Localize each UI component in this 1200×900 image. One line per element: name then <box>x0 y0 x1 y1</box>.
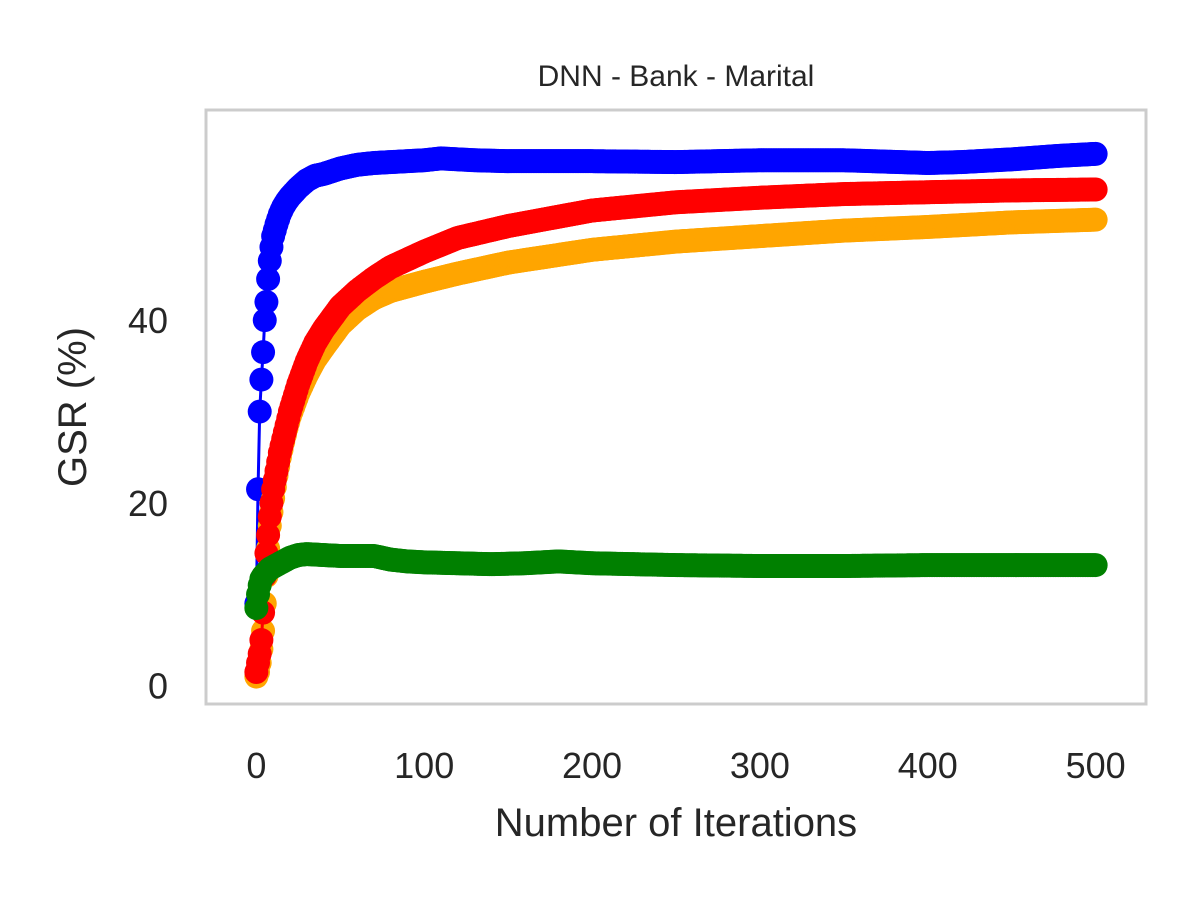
data-point <box>1083 207 1108 232</box>
x-axis-label: Number of Iterations <box>495 801 857 845</box>
y-tick-label: 0 <box>148 666 168 707</box>
series-0 <box>244 141 1108 616</box>
data-point <box>1083 553 1108 578</box>
x-tick-label: 500 <box>1066 745 1126 786</box>
data-point <box>256 522 281 547</box>
series-1 <box>244 207 1108 689</box>
y-tick-label: 20 <box>128 483 168 524</box>
data-point <box>247 399 272 424</box>
data-point <box>254 289 279 314</box>
x-tick-label: 300 <box>730 745 790 786</box>
x-tick-labels: 0 100 200 300 400 500 <box>246 745 1125 786</box>
x-tick-label: 200 <box>562 745 622 786</box>
y-tick-labels: 0 20 40 <box>128 300 168 707</box>
y-axis-label: GSR (%) <box>51 327 95 487</box>
series-2 <box>244 177 1108 685</box>
data-point <box>252 308 277 333</box>
data-point <box>1083 177 1108 202</box>
x-tick-label: 400 <box>898 745 958 786</box>
data-point <box>1083 141 1108 166</box>
data-point <box>249 628 274 653</box>
x-tick-label: 0 <box>246 745 266 786</box>
series-3 <box>244 542 1108 621</box>
x-tick-label: 100 <box>394 745 454 786</box>
data-point <box>251 340 276 365</box>
y-tick-label: 40 <box>128 300 168 341</box>
data-point <box>256 267 281 292</box>
plot-frame <box>204 108 1148 706</box>
data-point <box>249 367 274 392</box>
series-layer <box>244 141 1108 689</box>
chart-title: DNN - Bank - Marital <box>538 60 815 93</box>
